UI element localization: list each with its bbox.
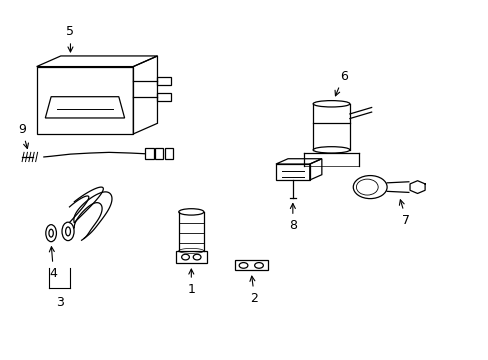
Text: 4: 4	[49, 247, 58, 280]
Text: 3: 3	[56, 296, 63, 309]
Bar	[164, 148, 173, 159]
Bar	[157, 93, 171, 101]
Text: 5: 5	[66, 25, 74, 52]
Bar	[157, 77, 171, 85]
Text: 1: 1	[187, 269, 195, 296]
Bar	[234, 260, 267, 270]
Bar	[176, 251, 206, 263]
Text: 8: 8	[288, 203, 296, 232]
Text: 7: 7	[399, 200, 409, 227]
Text: 6: 6	[334, 69, 347, 96]
Bar	[145, 148, 153, 159]
Text: 9: 9	[18, 123, 28, 148]
Text: 2: 2	[249, 276, 258, 305]
Bar	[155, 148, 163, 159]
